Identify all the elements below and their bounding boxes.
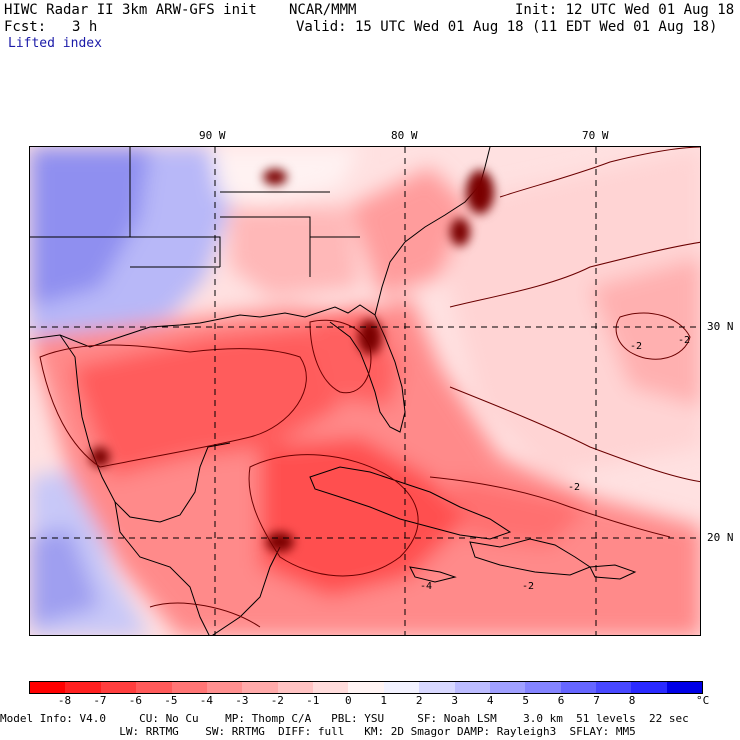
colorbar-cell <box>596 682 632 693</box>
colorbar-tick-label: -4 <box>199 694 213 707</box>
colorbar-tick-label: 3 <box>451 694 458 707</box>
lon-label-80w: 80 W <box>391 129 418 142</box>
lat-label-30n: 30 N <box>707 320 734 333</box>
colorbar-tick-label: 0 <box>344 694 352 707</box>
colorbar-cell <box>454 682 490 693</box>
colorbar-tick-label: 2 <box>415 694 423 707</box>
map-canvas: -2 -2 -2 -4 -2 <box>30 147 700 635</box>
colorbar-cell <box>136 682 172 693</box>
colorbar-cell <box>525 682 561 693</box>
colorbar-cell <box>419 682 455 693</box>
instability-clusters <box>90 169 494 552</box>
coastlines <box>30 147 637 635</box>
lon-label-70w: 70 W <box>582 129 609 142</box>
colorbar-tick-label: -5 <box>164 694 178 707</box>
forecast-label: Fcst: <box>4 19 47 35</box>
lifted-index-map: -2 -2 -2 -4 -2 <box>29 146 701 636</box>
colorbar-cell <box>631 682 667 693</box>
lat-label-20n: 20 N <box>707 531 734 544</box>
colorbar-tick-label: 8 <box>628 694 636 707</box>
colorbar-cell <box>242 682 278 693</box>
colorbar-cell <box>489 682 526 693</box>
contours <box>39 147 700 628</box>
agency-label: NCAR/MMM <box>289 2 357 18</box>
colorbar-tick-label: -1 <box>306 694 320 707</box>
colorbar-cell <box>383 682 420 693</box>
colorbar-cell <box>100 682 137 693</box>
contour-label: -2 <box>568 482 580 493</box>
colorbar-tick-label: -3 <box>235 694 249 707</box>
valid-time: Valid: 15 UTC Wed 01 Aug 18 (11 EDT Wed … <box>296 19 718 35</box>
colorbar-tick-label: 6 <box>557 694 565 707</box>
colorbar-tick-label: -6 <box>128 694 143 707</box>
colorbar-cell <box>206 682 243 693</box>
colorbar-unit: °C <box>696 694 710 707</box>
colorbar-cell <box>171 682 207 693</box>
field-shading <box>30 147 700 635</box>
colorbar-tick-label: -2 <box>270 694 284 707</box>
contour-label: -2 <box>522 581 534 592</box>
colorbar-cell <box>560 682 596 693</box>
colorbar-cell <box>30 682 66 693</box>
model-info-line-2: LW: RRTMG SW: RRTMG DIFF: full KM: 2D Sm… <box>0 725 636 738</box>
contour-value-labels: -2 -2 -2 -4 -2 <box>420 335 690 592</box>
colorbar-cell <box>277 682 313 693</box>
lat-lon-grid <box>30 147 700 635</box>
contour-label: -4 <box>420 581 432 592</box>
colorbar-tick-label: -8 <box>57 694 72 707</box>
colorbar-cell <box>65 682 101 693</box>
colorbar-tick-label: 1 <box>380 694 388 707</box>
colorbar-tick-label: 7 <box>593 694 600 707</box>
colorbar-cell <box>313 682 349 693</box>
contour-label: -2 <box>630 341 642 352</box>
forecast-hour: 3 h <box>72 19 98 35</box>
product-title: HIWC Radar II 3km ARW-GFS init <box>4 2 257 18</box>
init-time: Init: 12 UTC Wed 01 Aug 18 <box>515 2 735 18</box>
colorbar <box>29 681 703 694</box>
colorbar-tick-label: 4 <box>486 694 494 707</box>
colorbar-cell <box>348 682 384 693</box>
model-info-line-1: Model Info: V4.0 CU: No Cu MP: Thomp C/A… <box>0 712 689 725</box>
colorbar-cell <box>666 682 703 693</box>
colorbar-tick-label: 5 <box>522 694 529 707</box>
contour-label: -2 <box>678 335 690 346</box>
lon-label-90w: 90 W <box>199 129 226 142</box>
field-name: Lifted index <box>8 36 102 51</box>
colorbar-tick-label: -7 <box>93 694 107 707</box>
